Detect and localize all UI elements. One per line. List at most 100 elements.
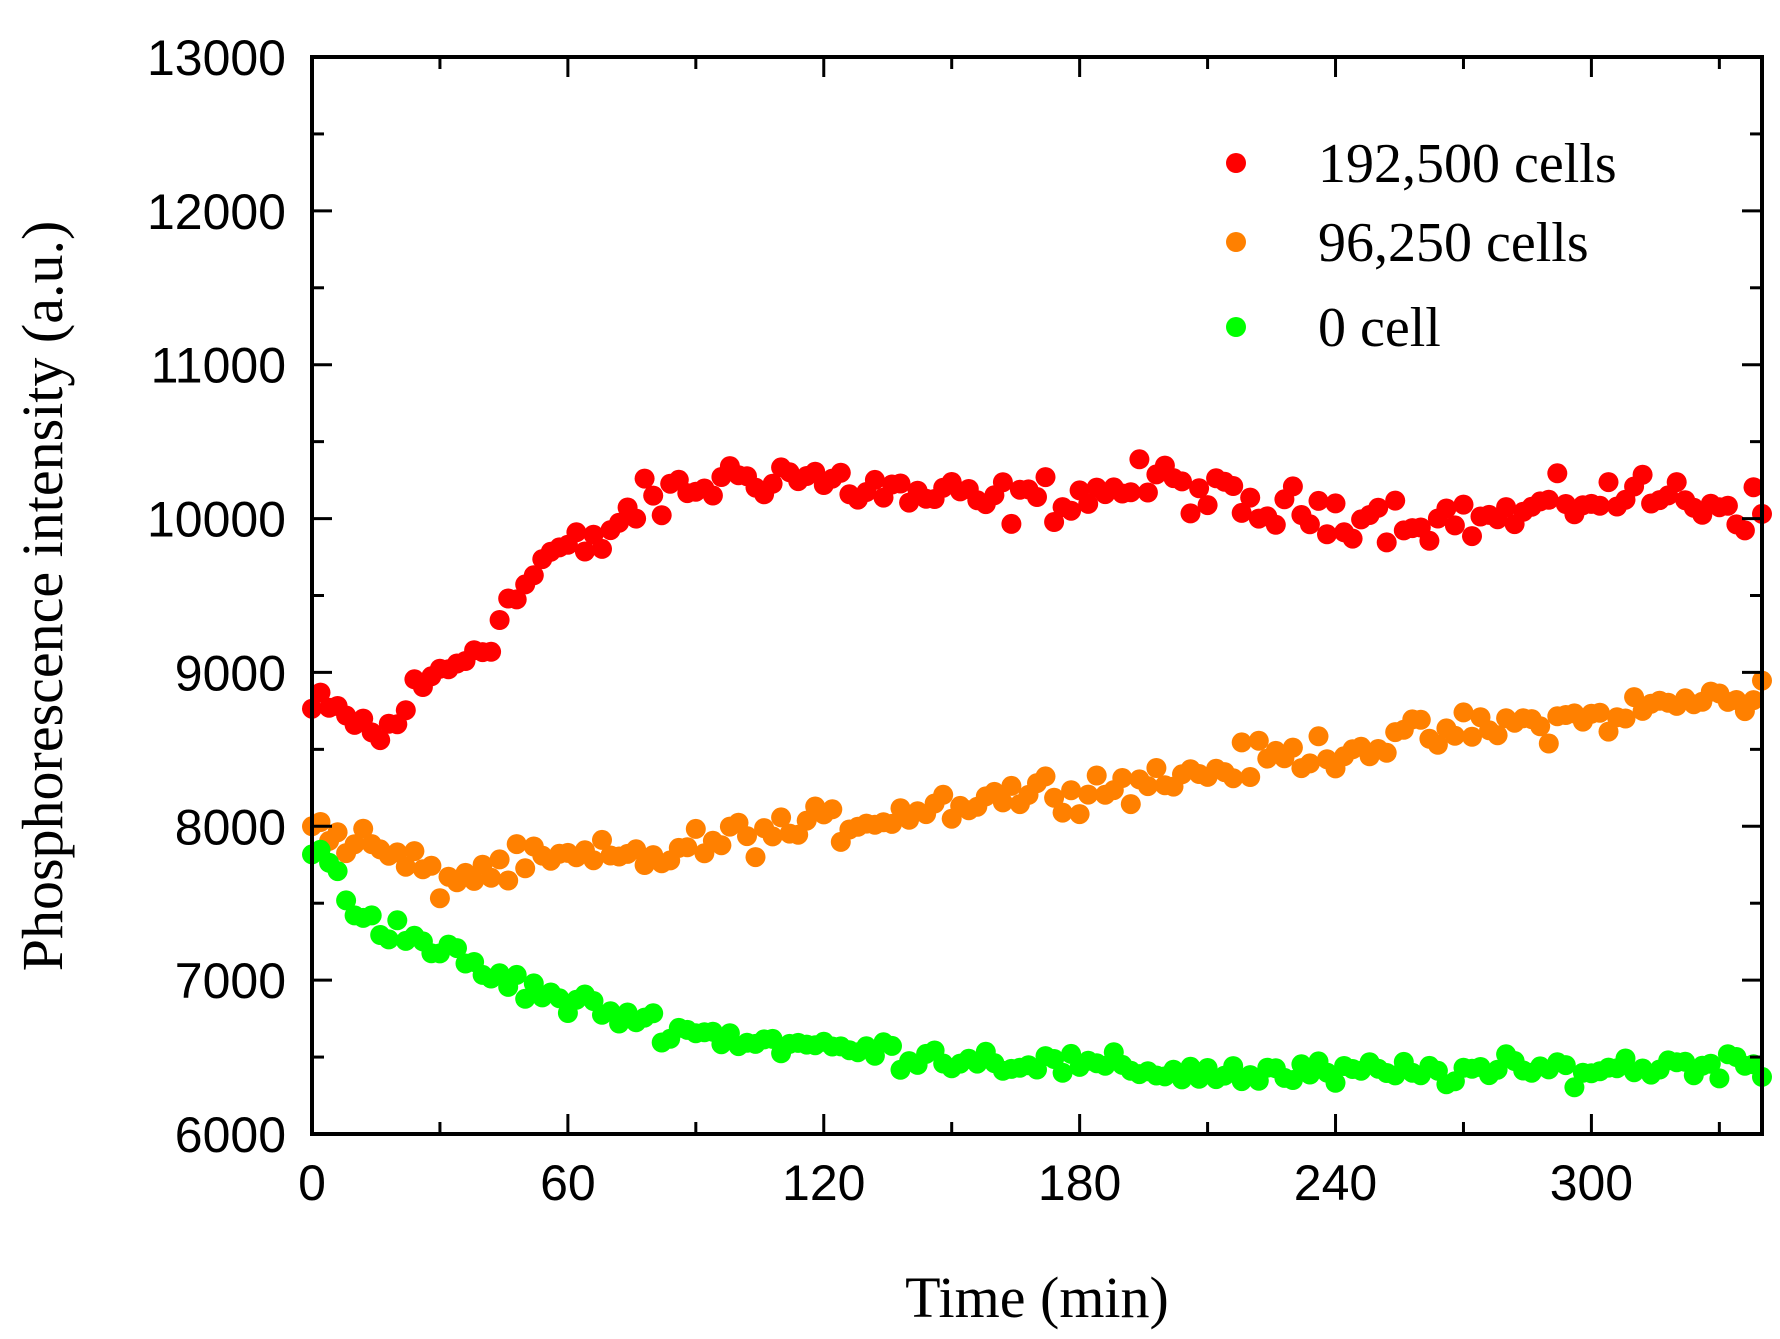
data-point-96250-cells: [1069, 804, 1090, 825]
y-tick-labels: 6000 7000 8000 9000 10000 11000 12000 13000: [147, 30, 286, 1163]
x-tick-label: 0: [298, 1155, 326, 1211]
data-point-0-cell: [515, 988, 536, 1009]
data-point-96250-cells: [1044, 787, 1065, 808]
data-point-192500-cells: [1035, 467, 1056, 488]
data-point-192500-cells: [592, 538, 612, 559]
data-point-192500-cells: [702, 485, 723, 506]
data-point-192500-cells: [830, 462, 851, 483]
y-axis-title: Phosphorescence intensity (a.u.): [10, 221, 75, 972]
data-point-192500-cells: [1299, 514, 1320, 535]
data-point-192500-cells: [1453, 494, 1474, 515]
data-point-0-cell: [361, 905, 382, 926]
data-point-192500-cells: [1061, 500, 1082, 521]
data-point-192500-cells: [310, 682, 331, 703]
data-point-192500-cells: [1197, 495, 1218, 516]
data-point-96250-cells: [626, 839, 647, 860]
data-point-0-cell: [1282, 1070, 1303, 1090]
data-point-192500-cells: [481, 641, 502, 662]
data-point-96250-cells: [745, 847, 766, 868]
legend-label-96250-cells: 96,250 cells: [1318, 212, 1589, 274]
data-point-192500-cells: [890, 473, 911, 494]
data-point-192500-cells: [1120, 482, 1141, 503]
data-point-192500-cells: [1462, 526, 1482, 547]
data-point-192500-cells: [1223, 476, 1244, 496]
data-point-96250-cells: [1589, 702, 1610, 723]
data-point-96250-cells: [344, 834, 365, 855]
data-point-192500-cells: [1632, 464, 1653, 485]
data-point-192500-cells: [1172, 471, 1192, 492]
data-point-96250-cells: [395, 856, 416, 877]
x-tick-label: 180: [1038, 1155, 1121, 1211]
data-point-96250-cells: [992, 792, 1013, 813]
y-tick-label: 9000: [175, 645, 286, 701]
data-point-96250-cells: [1462, 726, 1482, 747]
data-point-192500-cells: [1436, 498, 1457, 519]
data-point-192500-cells: [1044, 512, 1065, 532]
y-tick-label: 8000: [175, 799, 286, 855]
data-point-96250-cells: [685, 818, 706, 839]
data-point-0-cell: [378, 929, 399, 950]
data-point-96250-cells: [711, 835, 732, 856]
data-point-96250-cells: [429, 888, 450, 909]
data-point-96250-cells: [1078, 784, 1099, 805]
data-point-192500-cells: [1027, 487, 1047, 507]
data-point-192500-cells: [1180, 503, 1201, 524]
data-points-layer: [302, 449, 1772, 1098]
data-point-192500-cells: [1385, 490, 1406, 511]
data-point-192500-cells: [1496, 497, 1517, 518]
legend-marker-0-cell: [1226, 317, 1246, 337]
data-point-96250-cells: [327, 822, 348, 843]
legend-marker-96250-cells: [1226, 232, 1246, 252]
x-axis-title: Time (min): [905, 1265, 1169, 1330]
data-point-96250-cells: [882, 813, 902, 834]
data-point-96250-cells: [771, 807, 792, 828]
data-point-96250-cells: [1376, 742, 1397, 763]
data-point-0-cell: [447, 938, 467, 959]
data-point-192500-cells: [1444, 515, 1465, 536]
data-point-0-cell: [1555, 1055, 1576, 1076]
data-point-0-cell: [336, 890, 357, 911]
data-point-192500-cells: [1265, 514, 1286, 535]
data-point-0-cell: [643, 1003, 664, 1024]
data-point-192500-cells: [489, 610, 510, 630]
data-point-192500-cells: [1368, 497, 1389, 518]
data-point-0-cell: [882, 1035, 902, 1056]
x-tick-labels: 0 60 120 180 240 300: [298, 1155, 1633, 1211]
data-point-96250-cells: [1112, 768, 1133, 788]
data-point-96250-cells: [1615, 708, 1636, 729]
data-point-192500-cells: [1717, 495, 1738, 516]
data-point-192500-cells: [370, 730, 391, 751]
data-point-96250-cells: [1231, 732, 1252, 753]
data-point-0-cell: [387, 910, 408, 931]
data-point-0-cell: [327, 861, 348, 882]
x-tick-label: 120: [782, 1155, 865, 1211]
x-tick-label: 60: [540, 1155, 596, 1211]
y-tick-label: 11000: [151, 338, 286, 394]
data-point-0-cell: [1564, 1077, 1585, 1098]
x-tick-label: 300: [1550, 1155, 1633, 1211]
data-point-192500-cells: [609, 512, 630, 533]
data-point-96250-cells: [1061, 780, 1082, 801]
data-point-192500-cells: [566, 522, 587, 543]
data-point-192500-cells: [1342, 528, 1363, 549]
data-point-192500-cells: [395, 700, 416, 721]
data-point-0-cell: [1223, 1056, 1244, 1077]
data-point-96250-cells: [489, 849, 510, 870]
data-point-192500-cells: [1231, 502, 1252, 523]
data-point-96250-cells: [1530, 716, 1551, 737]
data-point-96250-cells: [677, 837, 698, 858]
data-point-96250-cells: [1120, 794, 1141, 815]
legend: 192,500 cells 96,250 cells 0 cell: [1226, 133, 1617, 359]
data-point-192500-cells: [1598, 472, 1619, 493]
data-point-96250-cells: [421, 855, 442, 876]
y-tick-label: 7000: [175, 953, 286, 1009]
data-point-96250-cells: [1282, 737, 1303, 758]
data-point-96250-cells: [1240, 767, 1261, 787]
data-point-192500-cells: [643, 485, 664, 506]
data-point-96250-cells: [515, 858, 536, 879]
data-point-96250-cells: [1743, 690, 1764, 711]
data-point-192500-cells: [1743, 477, 1764, 498]
y-tick-label: 10000: [147, 492, 286, 548]
data-point-192500-cells: [506, 589, 527, 610]
